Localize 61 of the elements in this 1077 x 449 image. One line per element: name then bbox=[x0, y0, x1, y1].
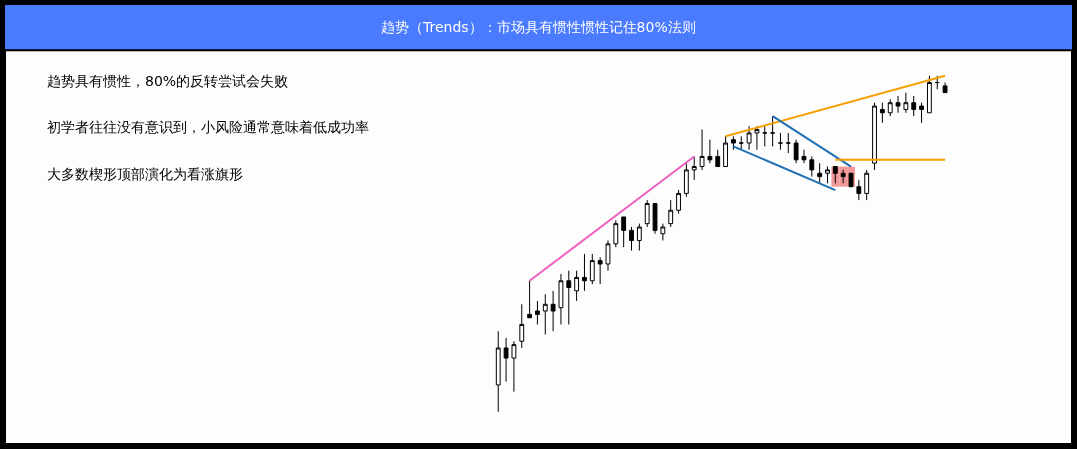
candlestick bbox=[840, 169, 846, 184]
candlestick bbox=[864, 169, 870, 201]
candlestick bbox=[691, 155, 697, 181]
candlestick bbox=[832, 166, 838, 184]
candlestick bbox=[582, 253, 587, 292]
candlestick bbox=[817, 162, 823, 184]
candlestick bbox=[879, 102, 885, 124]
candlestick bbox=[605, 239, 611, 272]
candlestick bbox=[699, 129, 705, 171]
candlestick bbox=[613, 219, 619, 248]
candlestick bbox=[660, 223, 666, 241]
candlestick bbox=[519, 303, 525, 349]
candlestick bbox=[730, 135, 736, 151]
candlestick bbox=[738, 135, 744, 151]
candlestick bbox=[589, 253, 595, 285]
candlestick bbox=[872, 102, 877, 171]
candlestick bbox=[785, 132, 791, 154]
candlestick bbox=[629, 226, 634, 252]
candlestick bbox=[597, 256, 603, 285]
candlestick bbox=[707, 139, 713, 164]
candlestick bbox=[934, 75, 940, 90]
candlestick bbox=[746, 125, 752, 151]
candlestick bbox=[801, 149, 807, 164]
candlestick bbox=[683, 162, 689, 198]
candlestick bbox=[535, 300, 540, 325]
candlestick bbox=[778, 132, 783, 151]
text: 初学者往往没有意识到，小风险通常意味着低成功率 bbox=[47, 119, 369, 135]
candlestick bbox=[676, 189, 681, 215]
text: 大多数楔形顶部演化为看涨旗形 bbox=[47, 166, 243, 182]
candlestick bbox=[926, 75, 932, 114]
candlestick bbox=[636, 223, 642, 252]
candlestick bbox=[911, 95, 917, 117]
candlestick bbox=[903, 92, 909, 114]
candlestick bbox=[542, 293, 548, 336]
candlestick bbox=[825, 166, 830, 184]
candlestick bbox=[511, 340, 517, 393]
candlestick bbox=[762, 125, 768, 147]
candlestick bbox=[550, 290, 556, 332]
candlestick bbox=[574, 270, 580, 302]
candlestick bbox=[715, 149, 721, 168]
candlestick bbox=[887, 98, 893, 117]
candlestick bbox=[566, 270, 572, 325]
candlestick bbox=[942, 82, 948, 94]
text: 趋势具有惯性，80%的反转尝试会失败 bbox=[47, 73, 289, 89]
candlestick bbox=[558, 273, 564, 325]
candlestick bbox=[495, 330, 501, 413]
candlestick bbox=[754, 125, 760, 151]
candlestick bbox=[527, 280, 533, 319]
candlestick bbox=[621, 216, 627, 248]
candlestick bbox=[723, 135, 728, 168]
chart-title: 趋势（Trends）：市场具有惯性惯性记住80%法则 bbox=[381, 19, 696, 35]
candlestick bbox=[809, 155, 815, 178]
candlestick bbox=[895, 95, 901, 114]
candlestick bbox=[644, 199, 650, 228]
candlestick bbox=[919, 102, 924, 124]
candlestick bbox=[652, 203, 658, 235]
candlestick bbox=[856, 179, 862, 201]
candlestick bbox=[770, 115, 776, 147]
candlestick bbox=[793, 139, 799, 164]
candlestick bbox=[668, 199, 674, 228]
candlestick bbox=[503, 337, 509, 383]
